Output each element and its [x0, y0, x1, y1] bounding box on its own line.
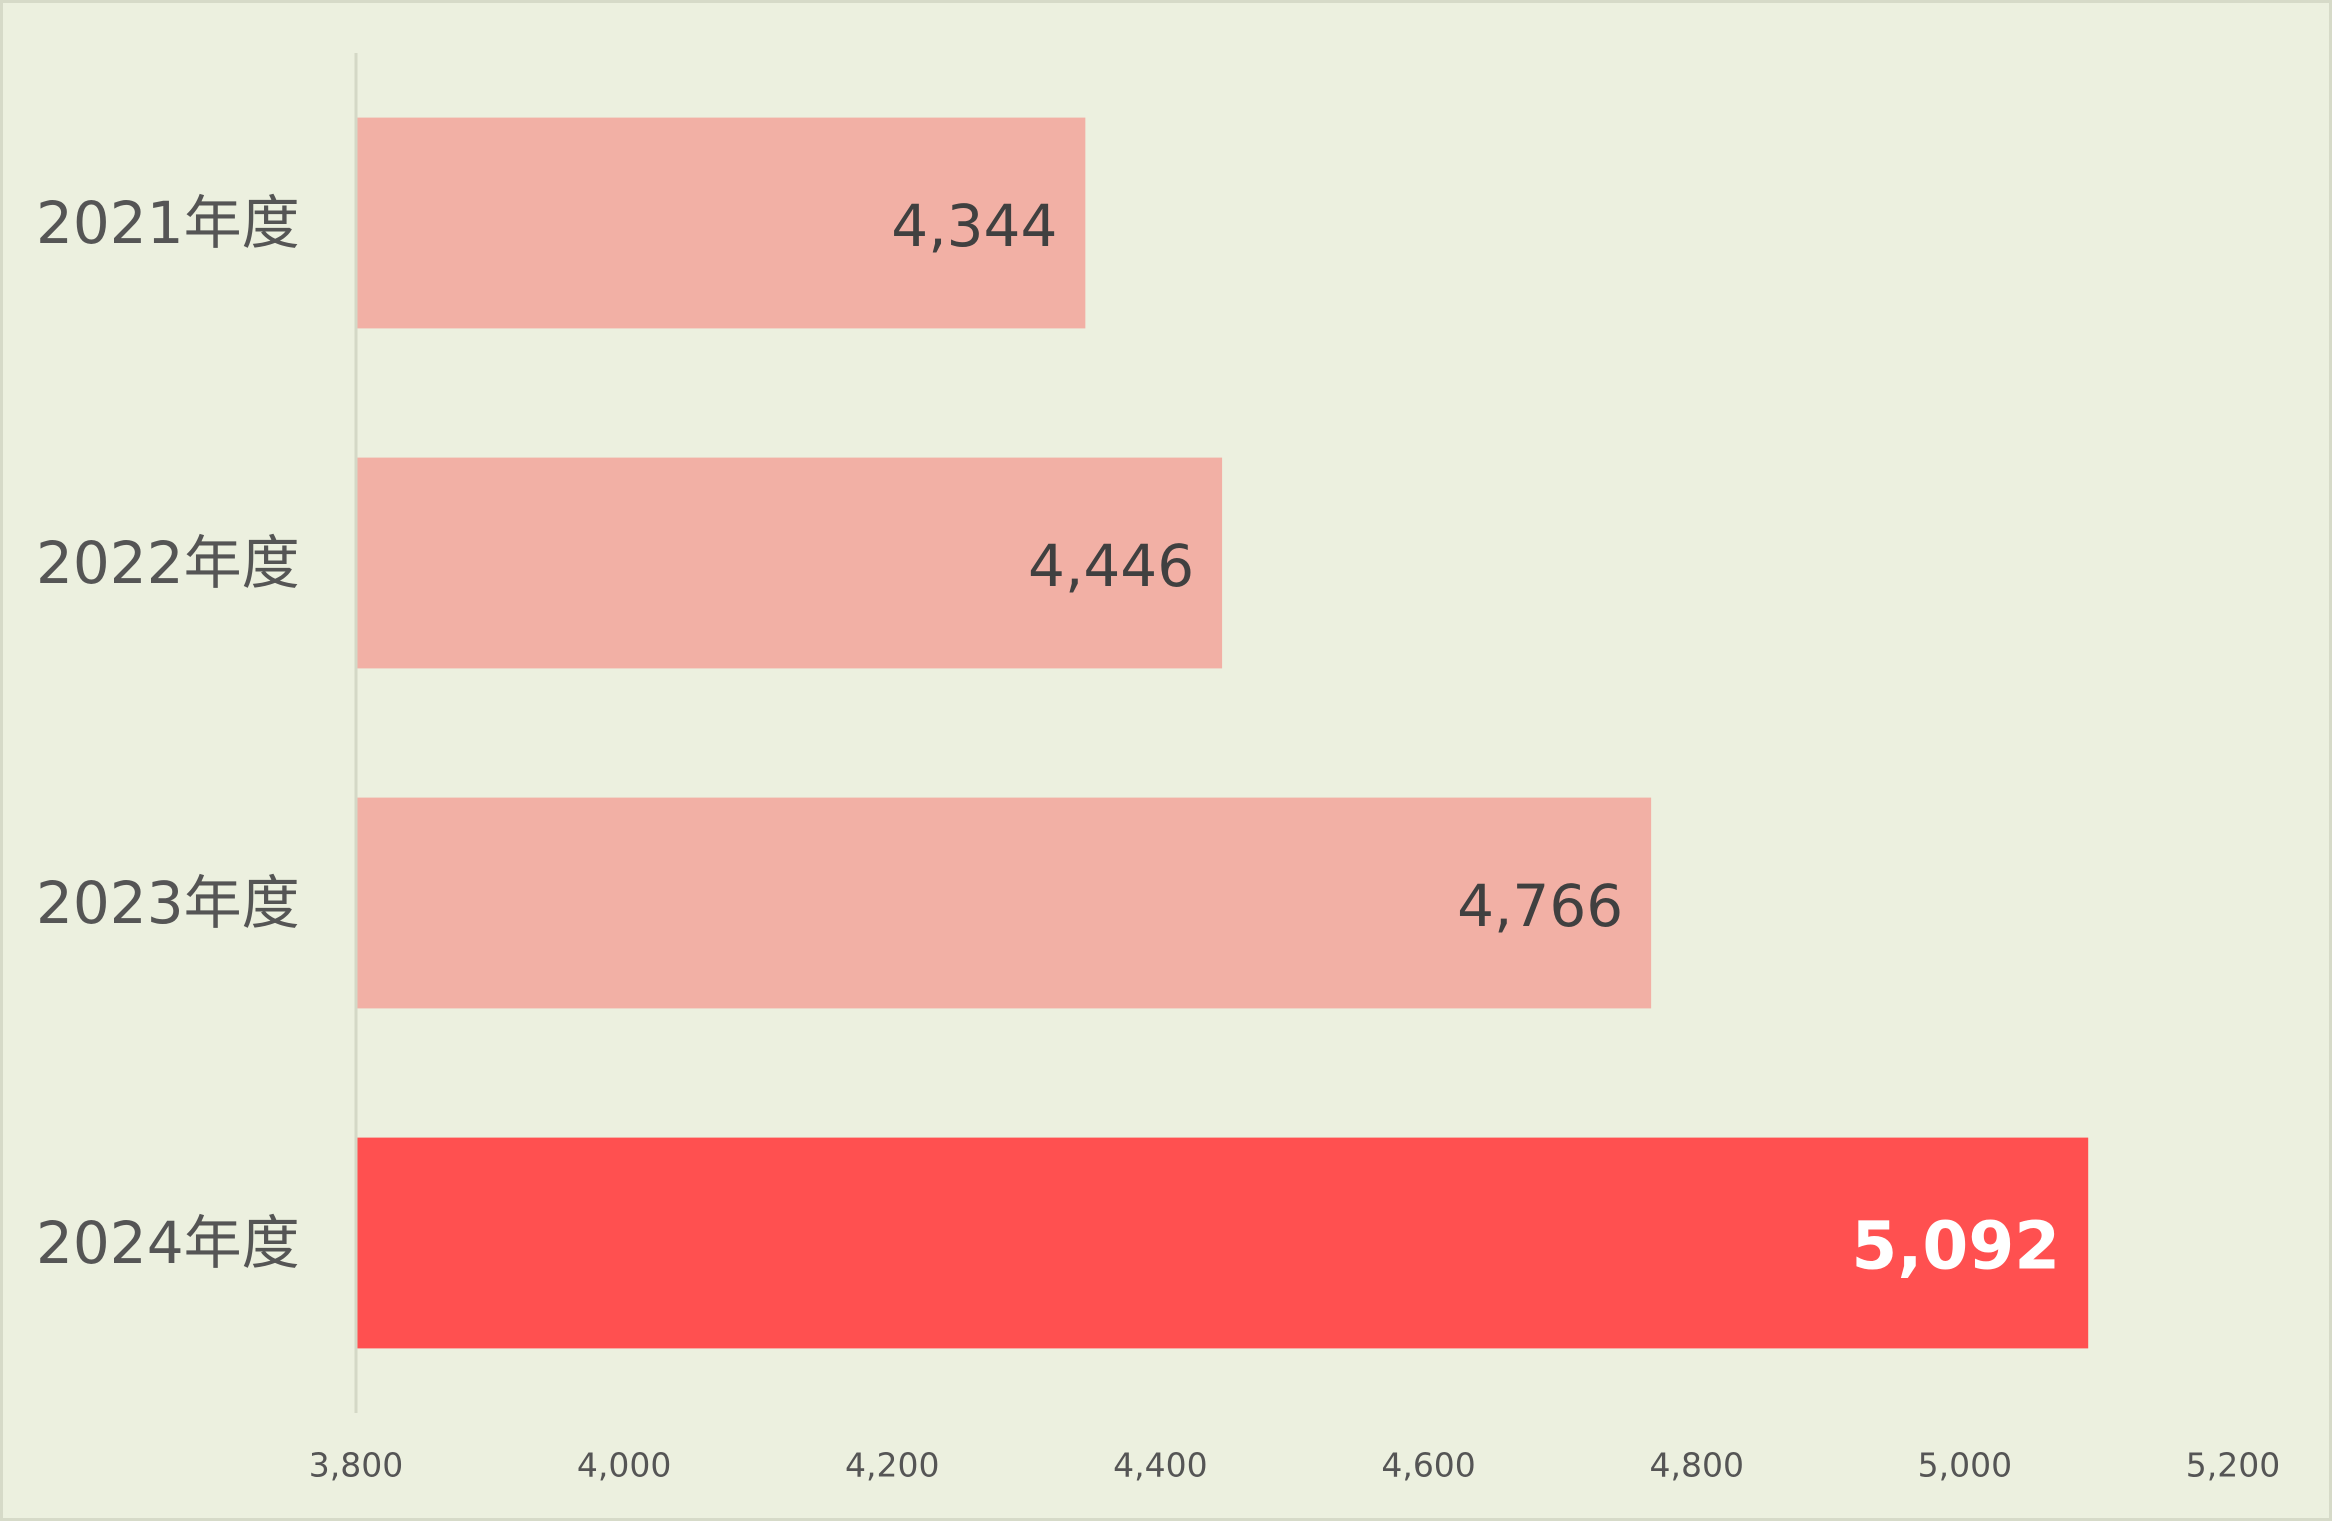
data-label: 5,092	[1851, 1208, 2060, 1285]
x-tick-label: 5,200	[2186, 1446, 2280, 1485]
bar-2022年度	[356, 457, 1223, 669]
x-tick-label: 4,400	[1113, 1446, 1207, 1485]
data-labels: 4,344 4,446 4,766 5,092	[891, 192, 2060, 1285]
data-label: 4,766	[1457, 872, 1623, 940]
x-axis-tick-labels: 3,800 4,000 4,200 4,400 4,600 4,800 5,000 5,200	[309, 1446, 2280, 1485]
data-label: 4,446	[1028, 532, 1194, 600]
category-label: 2021年度	[36, 189, 300, 257]
x-tick-label: 4,000	[577, 1446, 671, 1485]
category-label: 2024年度	[36, 1209, 300, 1277]
category-labels: 2021年度 2022年度 2023年度 2024年度	[36, 189, 300, 1277]
bar-2021年度	[356, 117, 1086, 329]
bar-2024年度	[356, 1137, 2089, 1349]
x-tick-label: 5,000	[1918, 1446, 2012, 1485]
category-label: 2022年度	[36, 529, 300, 597]
x-tick-label: 4,800	[1649, 1446, 1743, 1485]
x-tick-label: 4,600	[1381, 1446, 1475, 1485]
x-tick-label: 4,200	[845, 1446, 939, 1485]
bar-2023年度	[356, 797, 1652, 1009]
data-label: 4,344	[891, 192, 1057, 260]
bars-layer	[356, 117, 2089, 1349]
bar-chart: 2021年度 2022年度 2023年度 2024年度 4,344 4,446 4,766…	[36, 53, 2280, 1485]
x-tick-label: 3,800	[309, 1446, 403, 1485]
category-label: 2023年度	[36, 869, 300, 937]
